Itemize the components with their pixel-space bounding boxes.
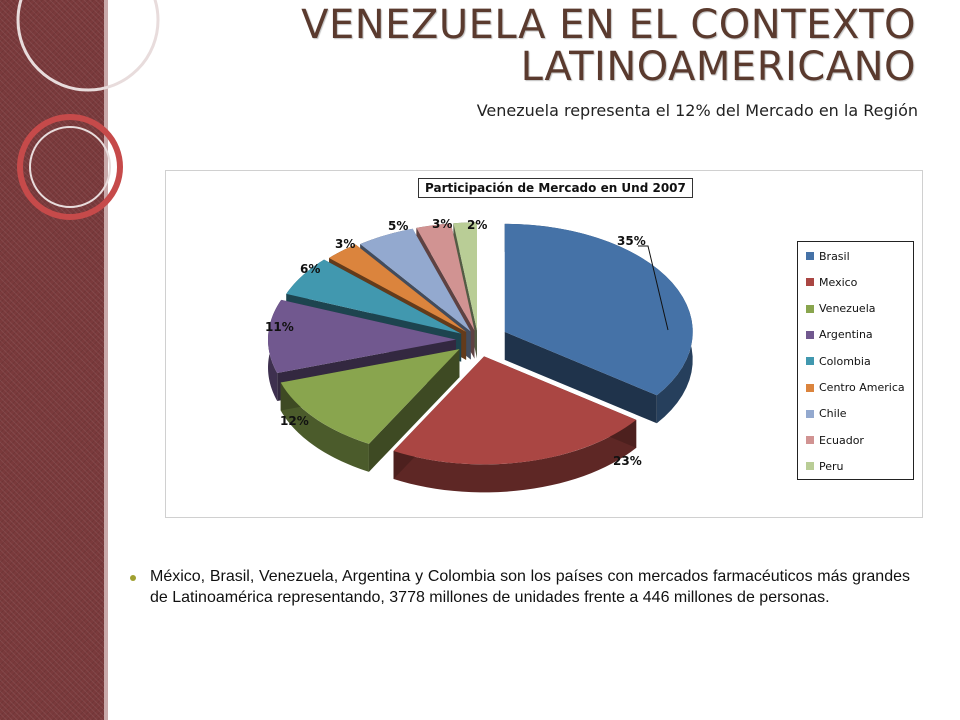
bullet-text: México, Brasil, Venezuela, Argentina y C…: [150, 568, 910, 606]
leader-line: [638, 245, 669, 331]
legend-swatch: [806, 330, 814, 339]
legend-swatch: [806, 278, 814, 287]
legend-swatch: [806, 462, 814, 471]
data-label-chile: 5%: [388, 219, 408, 233]
legend-swatch: [806, 304, 814, 313]
data-label-centro-america: 3%: [335, 237, 355, 251]
data-label-mexico: 23%: [613, 454, 642, 468]
pie-slice-side: [280, 382, 369, 472]
legend-item-mexico: Mexico: [806, 275, 857, 289]
pie-slice-top: [453, 222, 477, 331]
legend-swatch: [806, 383, 814, 392]
sidebar-edge: [104, 0, 108, 720]
data-label-peru: 2%: [467, 218, 487, 232]
pie-slice-mexico: [393, 356, 637, 493]
legend-item-centro-america: Centro America: [806, 381, 905, 395]
legend-item-colombia: Colombia: [806, 354, 871, 368]
decorative-rings: [16, 0, 160, 220]
bullet-dot: [130, 575, 136, 581]
pie-slice-side: [393, 419, 637, 493]
legend-item-chile: Chile: [806, 407, 847, 421]
legend-label: Argentina: [819, 328, 873, 342]
pie-slice-top: [360, 228, 471, 332]
data-label-argentina: 11%: [265, 320, 294, 334]
pie-slice-wall: [504, 331, 657, 424]
legend-label: Peru: [819, 459, 844, 473]
legend-item-ecuador: Ecuador: [806, 433, 864, 447]
data-label-venezuela: 12%: [280, 414, 309, 428]
page-subtitle: Venezuela representa el 12% del Mercado …: [476, 101, 918, 120]
legend-swatch: [806, 436, 814, 445]
ring-top: [16, 0, 160, 92]
chart-legend: Brasil Mexico Venezuela Argentina Colombia Ce…: [797, 241, 914, 480]
legend-item-brasil: Brasil: [806, 249, 850, 263]
pie-slice-top: [416, 223, 475, 331]
pie-slice-brasil: [504, 223, 693, 424]
bullet-item: México, Brasil, Venezuela, Argentina y C…: [130, 566, 912, 608]
legend-swatch: [806, 357, 814, 366]
title-line-1: VENEZUELA EN EL CONTEXTO: [301, 2, 916, 48]
data-label-brasil: 35%: [617, 234, 646, 248]
legend-item-peru: Peru: [806, 459, 844, 473]
data-label-colombia: 6%: [300, 262, 320, 276]
title-line-2: LATINOAMERICANO: [520, 44, 916, 90]
legend-label: Mexico: [819, 275, 858, 289]
pie-slice-top: [268, 299, 457, 373]
pie-slice-top: [393, 356, 637, 465]
legend-label: Chile: [819, 407, 847, 421]
legend-label: Venezuela: [819, 302, 876, 316]
page-title: VENEZUELA EN EL CONTEXTO LATINOAMERICANO: [301, 4, 916, 88]
chart-title: Participación de Mercado en Und 2007: [418, 178, 693, 198]
pie-slice-top: [280, 349, 460, 444]
legend-item-argentina: Argentina: [806, 328, 873, 342]
legend-item-venezuela: Venezuela: [806, 302, 876, 316]
legend-swatch: [806, 252, 814, 260]
pie-slice-top: [504, 223, 693, 396]
legend-label: Ecuador: [819, 433, 864, 447]
legend-label: Centro America: [819, 381, 905, 394]
legend-label: Colombia: [819, 354, 871, 368]
pie-slice-top: [329, 244, 467, 332]
ring-red: [17, 114, 123, 220]
legend-label: Brasil: [819, 249, 850, 263]
data-label-ecuador: 3%: [432, 217, 452, 231]
ring-inner: [29, 126, 111, 208]
pie-slice-top: [286, 259, 462, 334]
pie-slice-venezuela: [280, 349, 460, 472]
legend-swatch: [806, 409, 814, 418]
